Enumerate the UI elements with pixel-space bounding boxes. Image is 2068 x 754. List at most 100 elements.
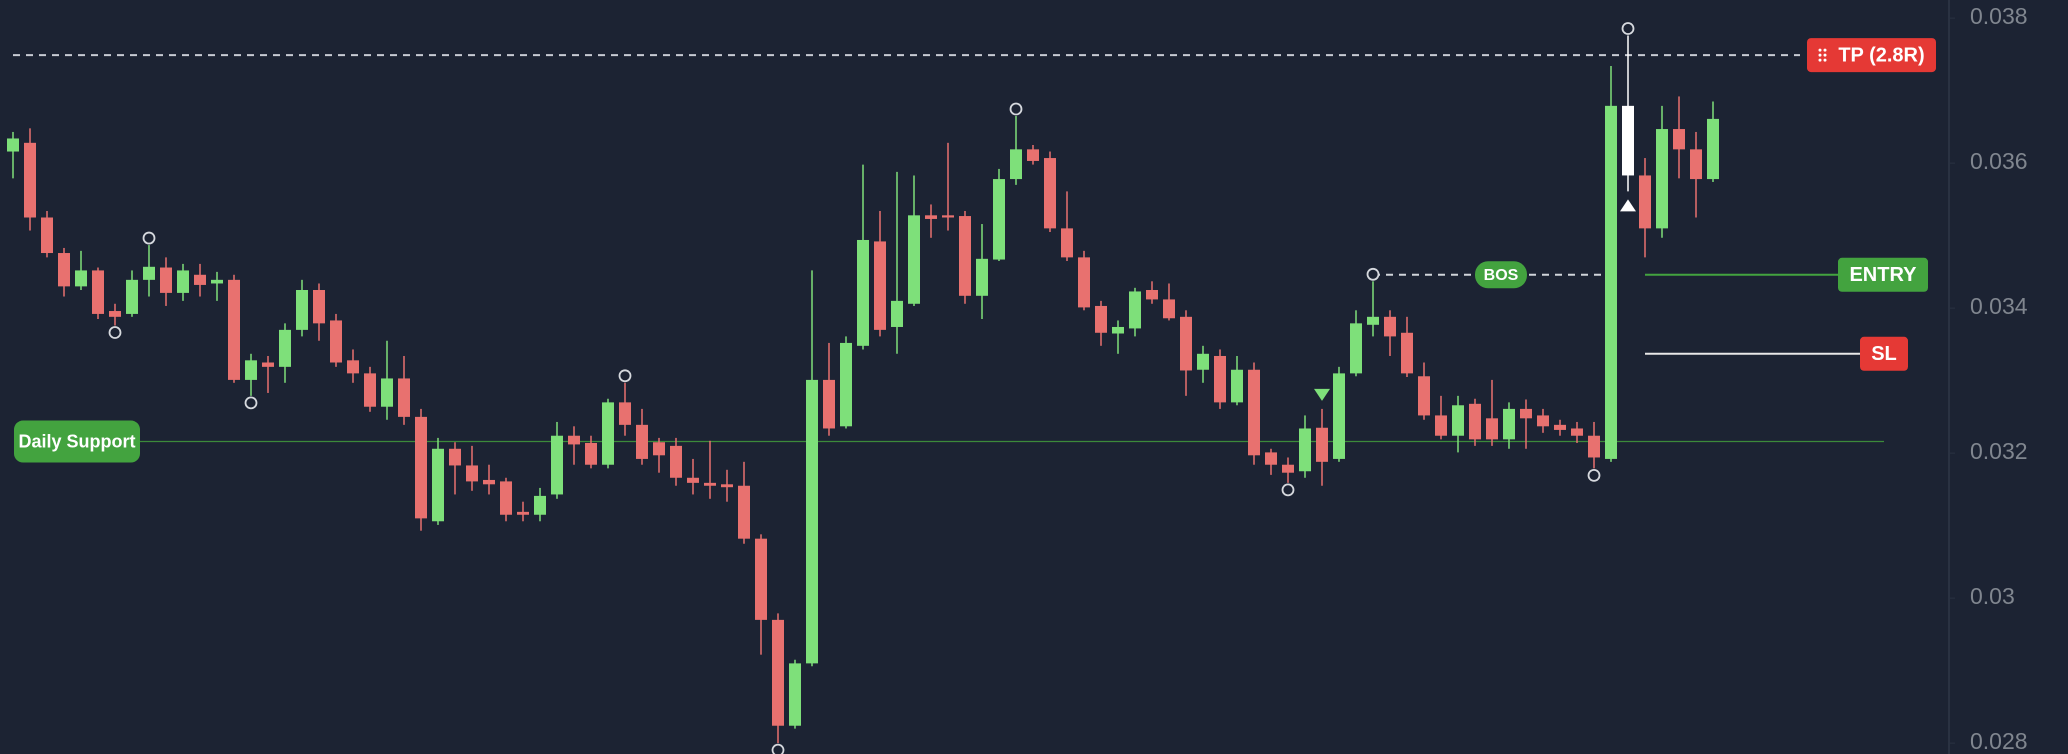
candle-body [1554,424,1566,430]
candle-body [959,216,971,296]
candle-body [517,511,529,515]
candle-body [1571,428,1583,436]
candle-body [1010,149,1022,180]
pivot-marker [1587,468,1601,482]
candle-body [908,215,920,304]
candle-body [602,402,614,465]
candle-body [993,179,1005,260]
candle-body [1452,405,1464,436]
candle-body [1248,369,1260,456]
candle-body [1027,149,1039,161]
candle-body [1707,118,1719,180]
candle-body [636,424,648,459]
pivot-marker [1009,102,1023,116]
candle-body [1656,129,1668,229]
candle-body [789,663,801,726]
drag-icon-dot [1818,58,1822,62]
pivot-marker [244,396,258,410]
candle-body [1435,415,1447,436]
candle-body [296,290,308,330]
drag-icon-dot [1823,58,1827,62]
candle-body [1690,149,1702,180]
candle-body [1537,415,1549,427]
candle-body [347,360,359,374]
candle-body [1061,228,1073,258]
candle-body [1078,257,1090,308]
candle-body [109,311,121,317]
candle-body [1503,408,1515,440]
y-tick-label: 0.036 [1970,148,2028,174]
level-label: BOS [1484,267,1519,284]
candle-body [738,485,750,539]
candle-body [313,290,325,324]
candle-body [1486,418,1498,440]
candle-body [1367,316,1379,325]
pivot-marker [142,231,156,245]
candle-body [857,239,869,346]
candle-body [874,241,886,330]
candle-body [483,479,495,485]
pivot-marker [771,743,785,754]
candle-body [1418,376,1430,416]
candle-body [1129,291,1141,329]
candle-body [262,362,274,367]
candle-body [160,267,172,293]
drag-icon-dot [1818,48,1822,52]
candle-body [1469,403,1481,440]
candle-body [449,448,461,466]
candle-body [670,445,682,478]
pivot-marker [618,369,632,383]
y-tick-label: 0.038 [1970,3,2028,29]
candle-body [1231,369,1243,403]
candle-body [1265,452,1277,465]
candle-body [330,320,342,363]
drag-icon-dot [1823,48,1827,52]
candle-body [1214,355,1226,403]
candle-body [143,266,155,280]
drag-icon-dot [1823,53,1827,57]
candle-body [1333,373,1345,459]
candle-body [1112,326,1124,334]
candle-body [432,448,444,522]
candle-body [1605,105,1617,459]
candle-body [1639,175,1651,229]
y-tick-label: 0.03 [1970,583,2015,609]
candles [7,22,1719,754]
pivot-marker [1281,483,1295,497]
candle-body [1044,158,1056,229]
candle-body [1350,323,1362,374]
level-label-box [1838,257,1928,292]
candle-body [24,142,36,218]
candle-body [772,619,784,726]
candle-body [1282,464,1294,473]
candle-body [75,270,87,287]
candle-body [1622,105,1634,176]
candle-body [840,342,852,427]
level-label: Daily Support [18,431,135,451]
level-label-box [14,420,140,463]
pivot-marker [1621,22,1635,35]
level-label-box [1860,336,1908,371]
candle-body [1146,290,1158,300]
candle-body [755,538,767,620]
candle-body [704,482,716,486]
candle-body [806,379,818,664]
levels: TP (2.8R) ENTRY SL Daily Support BOS [13,38,1936,463]
signal-marker [1620,199,1636,212]
candle-body [500,481,512,515]
candle-body [1180,316,1192,371]
level-label: ENTRY [1849,264,1917,286]
candle-body [1316,427,1328,462]
candle-body [58,253,70,287]
pivot-marker [108,326,122,339]
pivot-marker [1366,267,1380,281]
candle-body [976,258,988,296]
candle-body [534,495,546,515]
candle-body [1197,353,1209,370]
level-label-box [1807,38,1936,73]
candle-body [585,442,597,465]
candle-body [1673,129,1685,150]
